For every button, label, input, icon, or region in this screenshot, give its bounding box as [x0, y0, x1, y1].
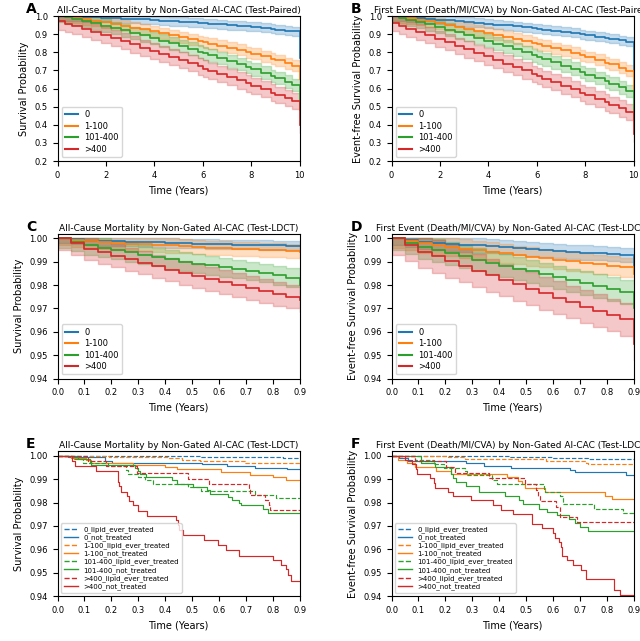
Legend: 0, 1-100, 101-400, >400: 0, 1-100, 101-400, >400: [396, 106, 456, 157]
X-axis label: Time (Years): Time (Years): [483, 403, 543, 413]
Title: All-Cause Mortality by Non-Gated AI-CAC (Test-Paired): All-Cause Mortality by Non-Gated AI-CAC …: [57, 6, 301, 15]
Y-axis label: Survival Probability: Survival Probability: [14, 259, 24, 353]
Legend: 0_lipid_ever_treated, 0_not_treated, 1-100_lipid_ever_treated, 1-100_not_treated: 0_lipid_ever_treated, 0_not_treated, 1-1…: [395, 524, 516, 593]
Y-axis label: Survival Probability: Survival Probability: [14, 476, 24, 570]
Title: First Event (Death/MI/CVA) by Non-Gated AI-CAC (Test-LDCT): First Event (Death/MI/CVA) by Non-Gated …: [376, 441, 640, 451]
Legend: 0_lipid_ever_treated, 0_not_treated, 1-100_lipid_ever_treated, 1-100_not_treated: 0_lipid_ever_treated, 0_not_treated, 1-1…: [61, 524, 182, 593]
Legend: 0, 1-100, 101-400, >400: 0, 1-100, 101-400, >400: [62, 106, 122, 157]
X-axis label: Time (Years): Time (Years): [483, 620, 543, 630]
Text: B: B: [351, 2, 361, 16]
Legend: 0, 1-100, 101-400, >400: 0, 1-100, 101-400, >400: [396, 324, 456, 374]
Text: E: E: [26, 437, 36, 451]
Title: All-Cause Mortality by Non-Gated AI-CAC (Test-LDCT): All-Cause Mortality by Non-Gated AI-CAC …: [59, 441, 298, 451]
Y-axis label: Event-free Survival Probability: Event-free Survival Probability: [353, 15, 363, 163]
Y-axis label: Event-free Survival Probability: Event-free Survival Probability: [348, 449, 358, 597]
Title: First Event (Death/MI/CVA) by Non-Gated AI-CAC (Test-LDCT): First Event (Death/MI/CVA) by Non-Gated …: [376, 224, 640, 233]
Y-axis label: Event-free Survival Probability: Event-free Survival Probability: [348, 232, 358, 380]
X-axis label: Time (Years): Time (Years): [148, 185, 209, 196]
X-axis label: Time (Years): Time (Years): [148, 403, 209, 413]
Y-axis label: Survival Probability: Survival Probability: [19, 42, 29, 136]
Title: All-Cause Mortality by Non-Gated AI-CAC (Test-LDCT): All-Cause Mortality by Non-Gated AI-CAC …: [59, 224, 298, 233]
Text: F: F: [351, 437, 360, 451]
X-axis label: Time (Years): Time (Years): [148, 620, 209, 630]
Legend: 0, 1-100, 101-400, >400: 0, 1-100, 101-400, >400: [62, 324, 122, 374]
X-axis label: Time (Years): Time (Years): [483, 185, 543, 196]
Text: A: A: [26, 2, 37, 16]
Text: D: D: [351, 220, 362, 234]
Title: First Event (Death/MI/CVA) by Non-Gated AI-CAC (Test-Paired): First Event (Death/MI/CVA) by Non-Gated …: [374, 6, 640, 15]
Text: C: C: [26, 220, 36, 234]
